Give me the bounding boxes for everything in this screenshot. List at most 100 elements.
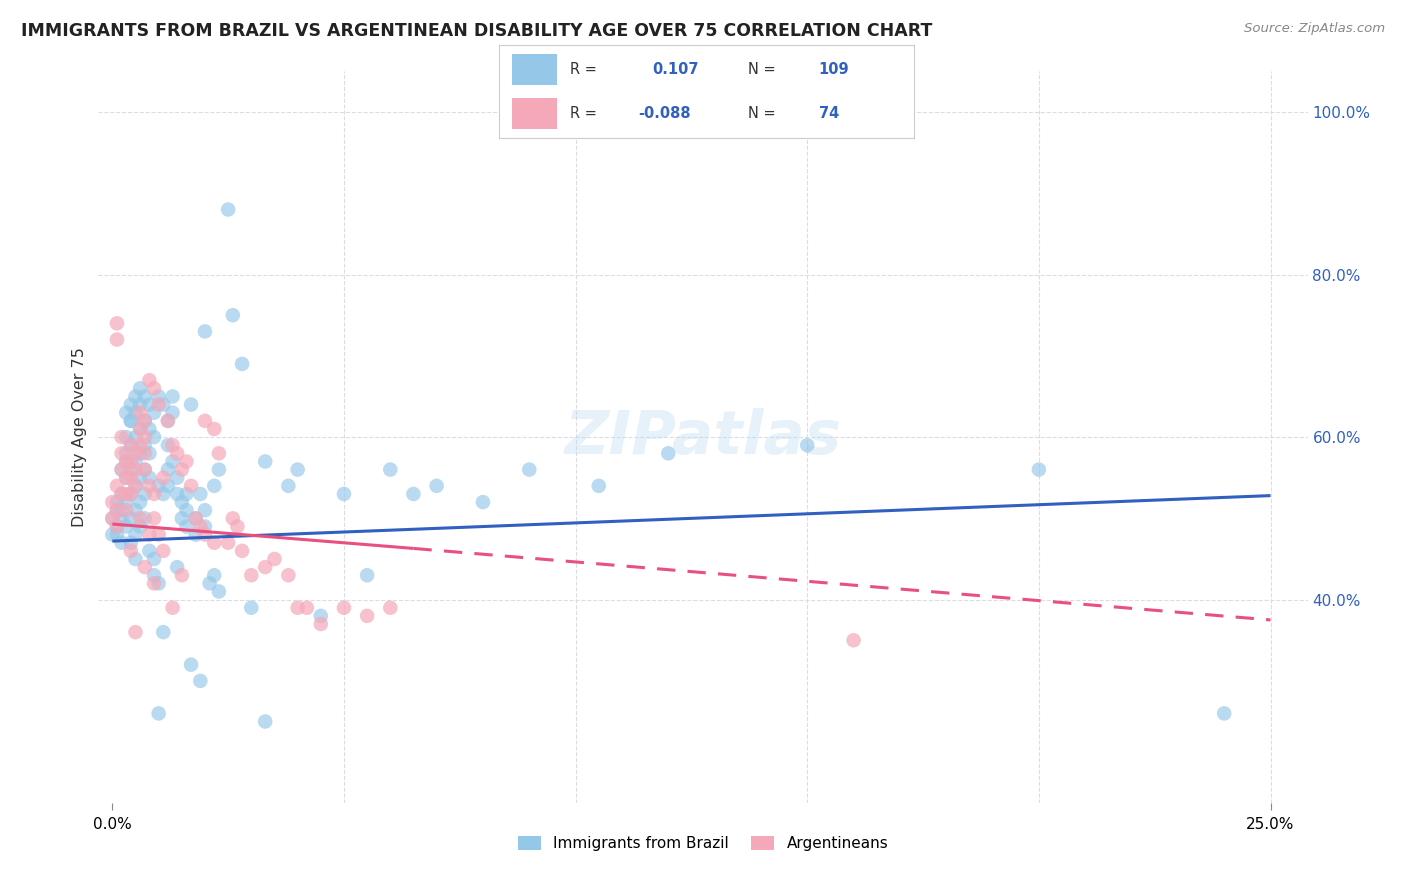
Point bbox=[231, 357, 253, 371]
Point bbox=[170, 511, 193, 525]
Text: R =: R = bbox=[569, 106, 596, 121]
Point bbox=[194, 414, 217, 428]
Point bbox=[138, 544, 160, 558]
Point bbox=[110, 446, 132, 460]
Point bbox=[115, 471, 138, 485]
Point bbox=[124, 454, 146, 468]
Bar bbox=[512, 98, 557, 129]
Point bbox=[208, 584, 231, 599]
Point bbox=[148, 527, 170, 541]
Point bbox=[152, 487, 174, 501]
Point bbox=[202, 535, 225, 549]
Point bbox=[162, 389, 184, 403]
Point bbox=[143, 552, 166, 566]
Point bbox=[170, 495, 193, 509]
Point bbox=[124, 625, 146, 640]
Point bbox=[426, 479, 449, 493]
Point bbox=[180, 398, 202, 412]
Point bbox=[115, 487, 138, 501]
Point bbox=[143, 511, 166, 525]
Point bbox=[277, 479, 299, 493]
Point bbox=[226, 519, 249, 533]
Point bbox=[129, 438, 152, 452]
Point bbox=[156, 479, 179, 493]
Point bbox=[105, 503, 128, 517]
Point bbox=[517, 462, 540, 476]
Point bbox=[129, 471, 152, 485]
Point bbox=[202, 568, 225, 582]
Point bbox=[105, 479, 128, 493]
Point bbox=[110, 487, 132, 501]
Y-axis label: Disability Age Over 75: Disability Age Over 75 bbox=[72, 347, 87, 527]
Point bbox=[162, 600, 184, 615]
Point bbox=[138, 471, 160, 485]
Point bbox=[162, 454, 184, 468]
Point bbox=[180, 657, 202, 672]
Point bbox=[277, 568, 299, 582]
Point bbox=[138, 446, 160, 460]
Point bbox=[129, 495, 152, 509]
Point bbox=[110, 511, 132, 525]
Point bbox=[129, 511, 152, 525]
Point bbox=[120, 438, 142, 452]
Point bbox=[217, 202, 239, 217]
Text: ZIPatlas: ZIPatlas bbox=[564, 408, 842, 467]
Point bbox=[208, 462, 231, 476]
Point bbox=[110, 487, 132, 501]
Point bbox=[287, 600, 309, 615]
Text: N =: N = bbox=[748, 106, 776, 121]
Point bbox=[156, 414, 179, 428]
Point bbox=[208, 446, 231, 460]
Point bbox=[356, 608, 378, 623]
Point bbox=[222, 511, 245, 525]
Point bbox=[148, 389, 170, 403]
Point bbox=[176, 487, 198, 501]
Point bbox=[115, 454, 138, 468]
Point bbox=[156, 414, 179, 428]
Point bbox=[101, 527, 124, 541]
Point bbox=[143, 406, 166, 420]
Point bbox=[356, 568, 378, 582]
Point bbox=[134, 511, 156, 525]
Point bbox=[184, 511, 207, 525]
Point bbox=[170, 568, 193, 582]
Point bbox=[166, 560, 188, 574]
Point bbox=[105, 495, 128, 509]
Point bbox=[134, 430, 156, 444]
Point bbox=[657, 446, 679, 460]
Point bbox=[152, 625, 174, 640]
Point bbox=[115, 495, 138, 509]
Point bbox=[120, 511, 142, 525]
Point bbox=[134, 414, 156, 428]
Text: N =: N = bbox=[748, 62, 776, 77]
Point bbox=[124, 552, 146, 566]
Point bbox=[176, 503, 198, 517]
Point bbox=[184, 511, 207, 525]
Point bbox=[184, 527, 207, 541]
Point bbox=[152, 544, 174, 558]
Point bbox=[124, 462, 146, 476]
Point bbox=[402, 487, 425, 501]
Point bbox=[148, 576, 170, 591]
Point bbox=[188, 673, 211, 688]
Point bbox=[115, 446, 138, 460]
Point bbox=[129, 422, 152, 436]
Point bbox=[129, 406, 152, 420]
Point bbox=[254, 714, 277, 729]
Point bbox=[143, 487, 166, 501]
Point bbox=[110, 462, 132, 476]
Point bbox=[120, 471, 142, 485]
Point bbox=[143, 430, 166, 444]
Point bbox=[105, 503, 128, 517]
Point bbox=[309, 617, 332, 632]
Text: 109: 109 bbox=[818, 62, 849, 77]
Point bbox=[138, 422, 160, 436]
Point bbox=[105, 519, 128, 533]
Point bbox=[254, 454, 277, 468]
Point bbox=[188, 519, 211, 533]
Point bbox=[105, 519, 128, 533]
Point bbox=[124, 430, 146, 444]
Point bbox=[202, 479, 225, 493]
Point bbox=[120, 414, 142, 428]
Point bbox=[138, 527, 160, 541]
